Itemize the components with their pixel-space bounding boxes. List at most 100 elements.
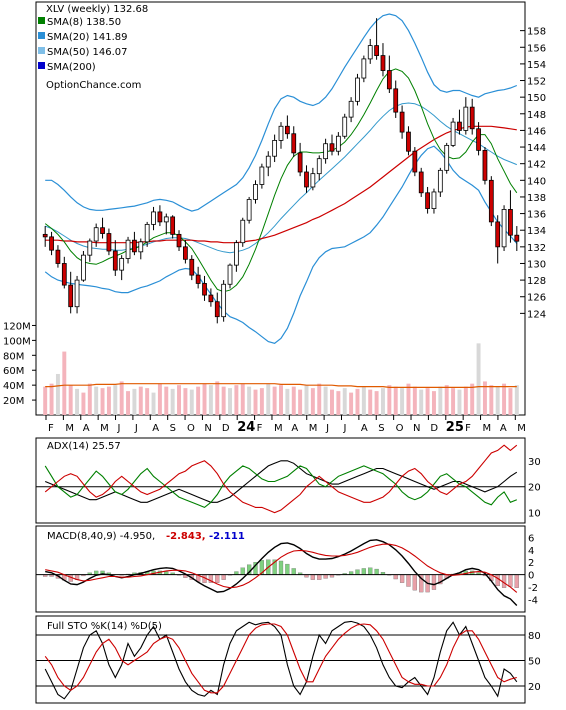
candle-body: [463, 106, 469, 131]
volume-bar: [431, 391, 436, 415]
volume-bar: [247, 386, 252, 415]
x-tick-label: M: [65, 423, 74, 434]
candle-body: [348, 100, 354, 118]
volume-bar: [157, 383, 162, 415]
volume-bar: [253, 389, 258, 415]
adx-tick-label: 20: [528, 483, 541, 494]
macd-histogram-bar: [431, 574, 437, 590]
volume-bar: [482, 381, 487, 415]
candle-body: [399, 111, 405, 133]
candle-body: [112, 250, 118, 271]
volume-bar: [457, 389, 462, 415]
x-tick-label: F: [48, 423, 54, 434]
volume-bar: [177, 385, 182, 415]
candle-body: [170, 216, 176, 235]
macd-histogram-bar: [406, 574, 411, 587]
price-title: XLV (weekly) 132.68: [46, 4, 148, 15]
volume-bar: [100, 388, 105, 415]
macd-tick-label: 4: [528, 546, 534, 557]
candle-body: [425, 192, 430, 209]
x-tick-label: M: [483, 423, 492, 434]
price-tick-label: 132: [527, 243, 546, 254]
macd-histogram-bar: [399, 574, 405, 583]
sto-tick-label: 80: [528, 631, 541, 642]
volume-bar: [380, 388, 385, 415]
candle-body: [361, 58, 367, 79]
panel-frame-1: [35, 437, 526, 524]
candle-body: [74, 279, 80, 308]
price-tick-label: 128: [527, 276, 546, 287]
x-tick-label: 25: [446, 420, 464, 435]
macd-tick-label: -2: [528, 583, 538, 594]
macd-histogram-bar: [285, 563, 290, 575]
candle-body: [367, 45, 373, 60]
macd-histogram-bar: [317, 574, 322, 580]
candle-body: [227, 264, 233, 285]
x-tick-label: J: [325, 423, 329, 434]
candle-body: [234, 242, 239, 266]
candle-body: [259, 166, 265, 185]
adx-series-1: [44, 465, 518, 509]
macd-histogram-bar: [240, 567, 245, 575]
candle-body: [55, 249, 61, 264]
candle-body: [81, 254, 86, 281]
candle-body: [93, 227, 99, 242]
candle-body: [355, 77, 360, 102]
candle-body: [316, 158, 322, 175]
bollinger-lower-line: [44, 145, 518, 344]
x-tick-label: A: [500, 423, 507, 434]
volume-tick-label: 20M: [3, 396, 24, 407]
volume-bar: [393, 386, 398, 415]
volume-bar: [138, 386, 143, 415]
macd-histogram-bar: [291, 568, 296, 575]
volume-bar: [310, 388, 315, 415]
volume-bar: [49, 383, 54, 415]
candle-body: [393, 88, 399, 113]
volume-bar: [145, 388, 150, 415]
candle-body: [304, 171, 309, 188]
adx-tick-label: 30: [528, 457, 541, 468]
candle-body: [265, 155, 271, 168]
candle-body: [208, 294, 214, 303]
candle-body: [278, 125, 284, 141]
volume-bar: [361, 386, 366, 415]
x-tick-label: O: [396, 423, 404, 434]
volume-bar: [272, 386, 277, 415]
candle-body: [501, 209, 507, 248]
candle-body: [253, 184, 258, 200]
candle-body: [87, 240, 93, 256]
volume-bar: [317, 383, 322, 415]
volume-bar: [298, 389, 303, 415]
volume-bar: [234, 385, 239, 415]
x-tick-label: M: [274, 423, 283, 434]
price-tick-label: 158: [527, 27, 546, 38]
volume-bar: [62, 351, 67, 415]
bollinger-upper-line: [45, 13, 518, 212]
volume-bar: [75, 388, 80, 415]
candle-body: [157, 211, 163, 223]
macd-histogram-bar: [355, 569, 360, 575]
legend-label: SMA(8) 138.50: [47, 17, 121, 28]
volume-bar: [106, 386, 111, 415]
candle-body: [125, 239, 131, 259]
macd-signal-value: -2.843,: [166, 531, 206, 542]
volume-bar: [463, 386, 468, 415]
volume-tick-label: 80M: [3, 351, 24, 362]
x-tick-label: A: [291, 423, 298, 434]
candle-body: [476, 128, 481, 151]
volume-average-line: [45, 383, 517, 388]
candle-body: [144, 223, 150, 243]
volume-bar: [336, 391, 341, 415]
x-tick-label: J: [134, 423, 138, 434]
volume-bar: [126, 391, 131, 415]
price-tick-label: 152: [527, 77, 546, 88]
x-tick-label: O: [187, 423, 195, 434]
candle-body: [342, 116, 348, 137]
macd-tick-label: 6: [528, 533, 534, 544]
volume-bar: [304, 385, 309, 415]
sma-long-line: [45, 125, 517, 244]
candle-body: [406, 131, 411, 152]
x-tick-label: F: [465, 423, 471, 434]
volume-bar: [202, 383, 207, 415]
volume-bar: [240, 383, 245, 415]
